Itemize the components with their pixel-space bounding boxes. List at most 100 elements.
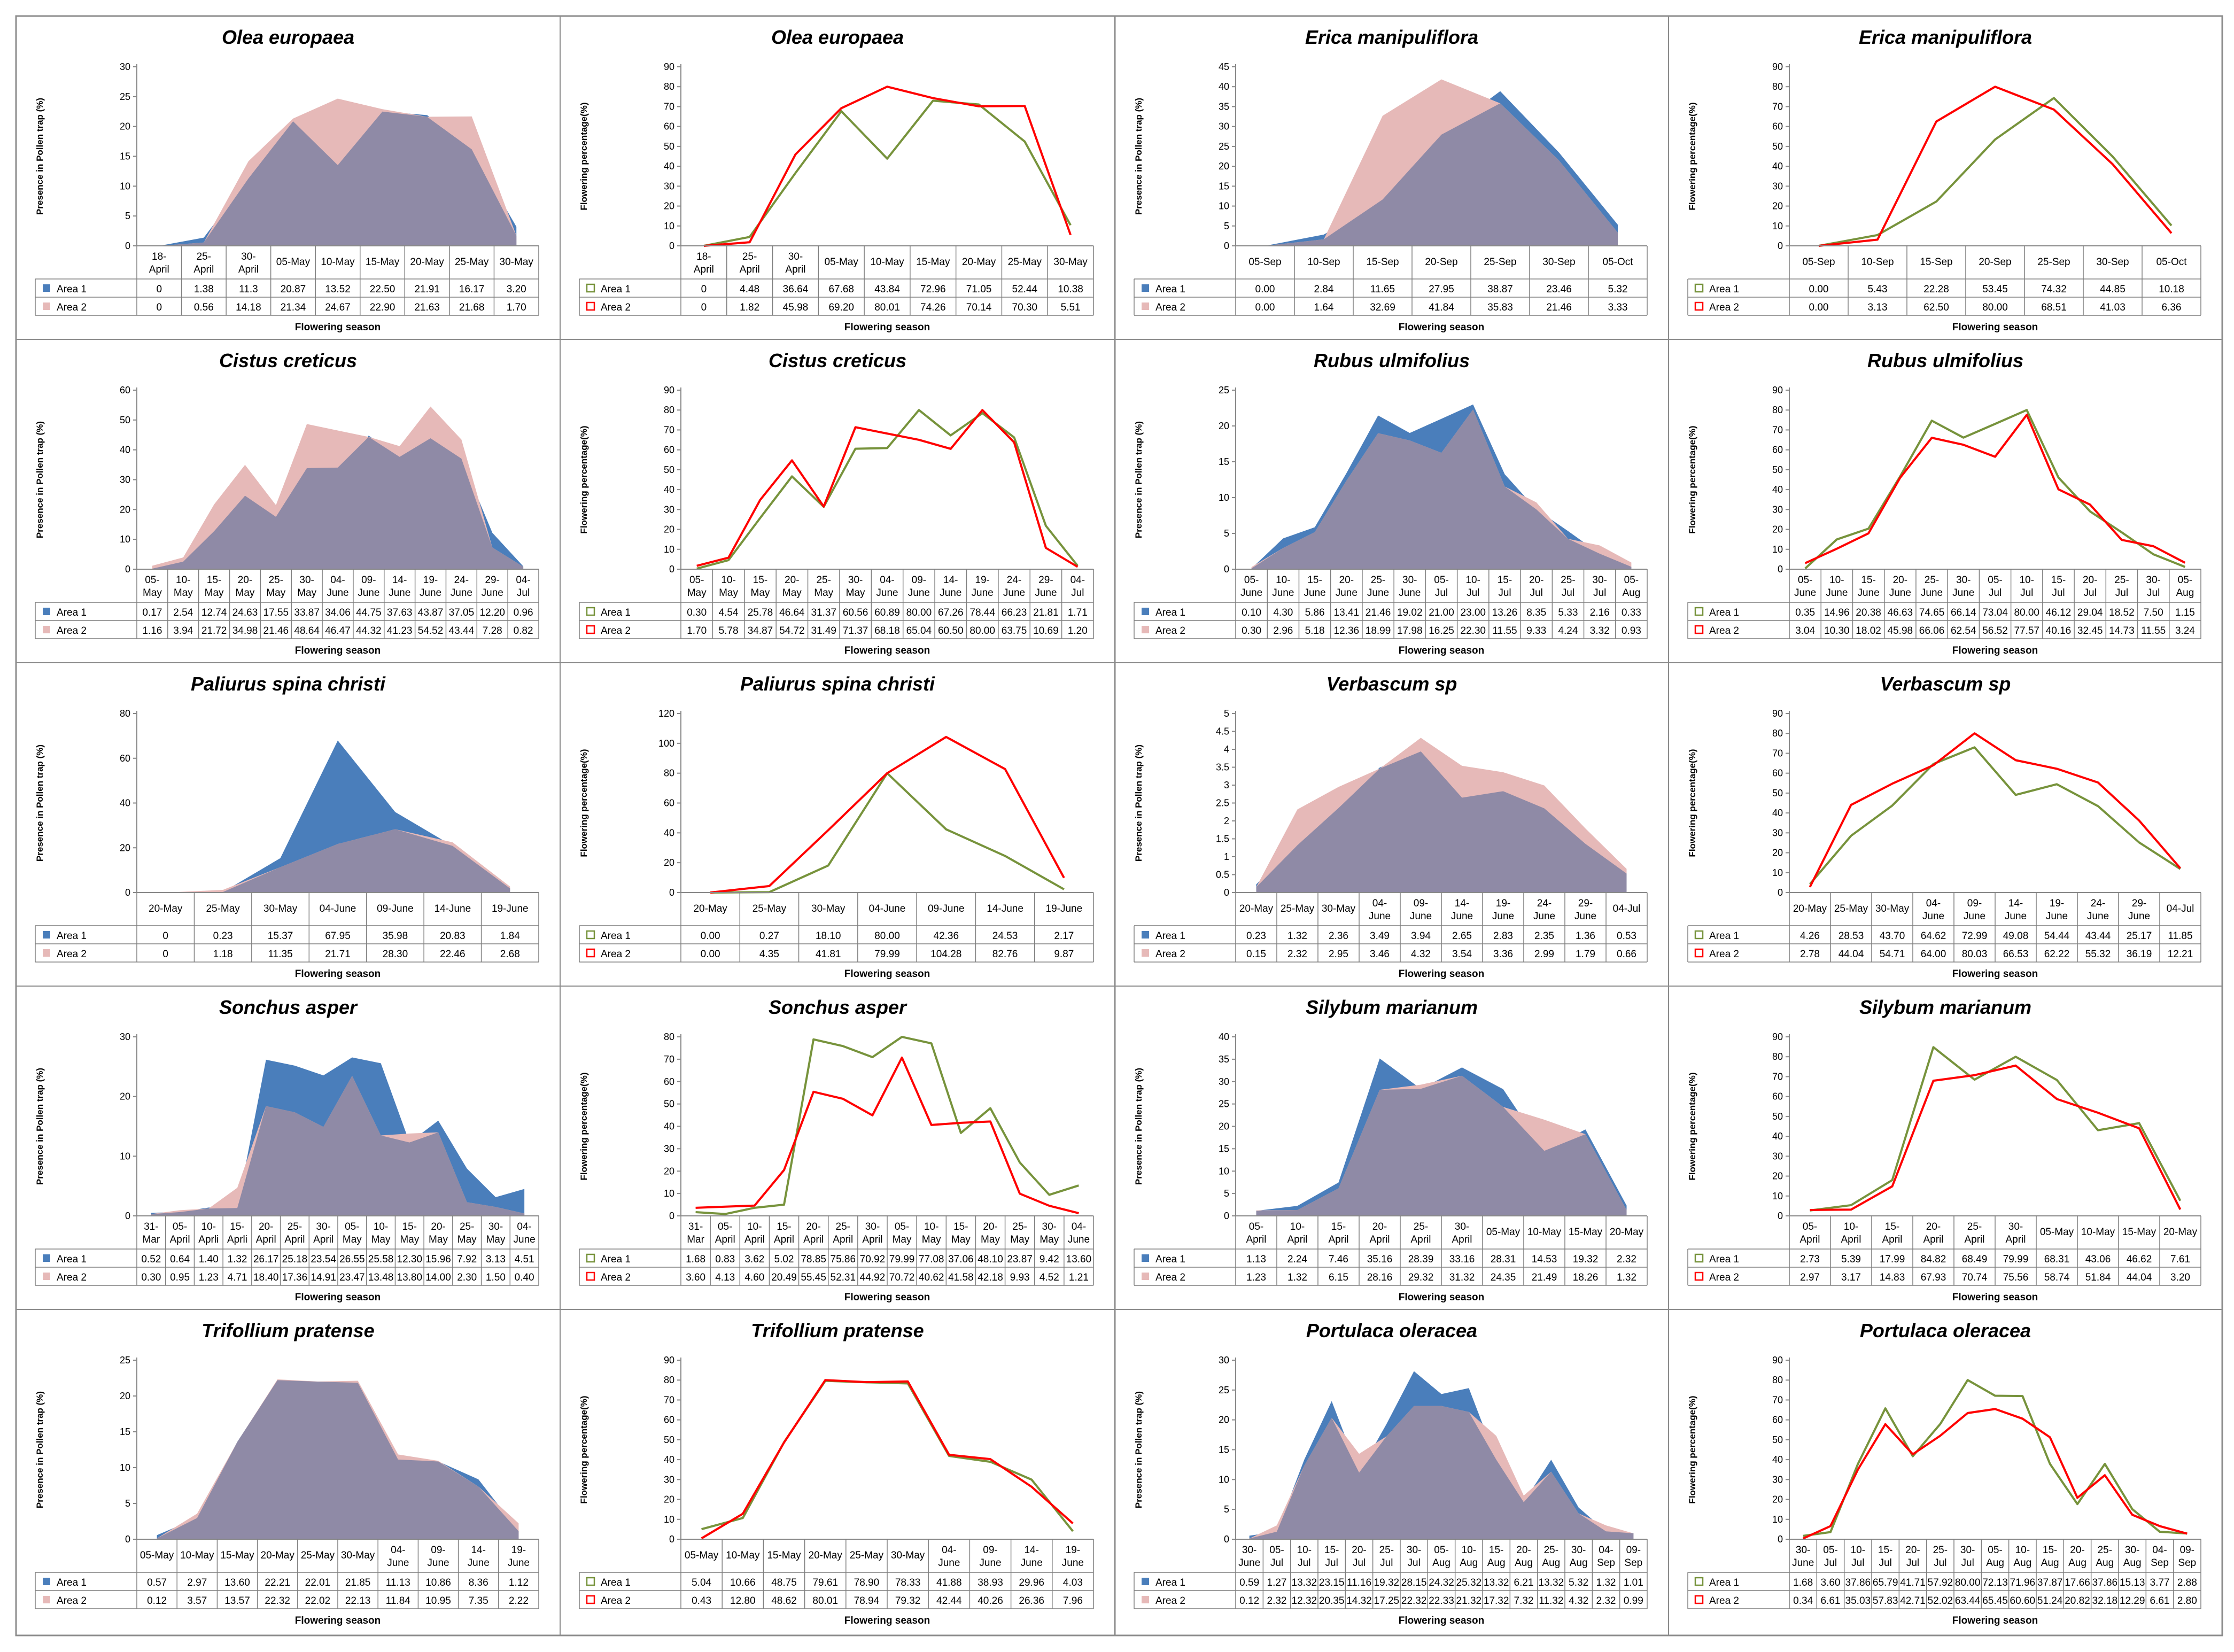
data-value: 25.58: [368, 1254, 394, 1265]
y-tick-label: 60: [664, 1415, 674, 1425]
legend-swatch: [586, 283, 595, 293]
data-value: 53.45: [1982, 284, 2008, 295]
chart-title: Erica manipuliflora: [1859, 26, 2032, 48]
data-value: 32.69: [1370, 302, 1395, 313]
x-tick-label: 25-May: [753, 903, 787, 914]
data-value: 17.66: [2065, 1577, 2090, 1588]
x-tick-label: May: [846, 587, 865, 599]
y-tick-label: 50: [664, 141, 674, 152]
x-tick-label: April: [694, 264, 714, 275]
data-value: 38.87: [1487, 284, 1513, 295]
data-value: 14.00: [425, 1272, 451, 1283]
y-tick-label: 20: [1219, 1415, 1229, 1425]
data-value: 3.94: [173, 625, 193, 637]
x-axis-label: Flowering season: [295, 645, 381, 656]
x-tick-label: Aug: [2068, 1557, 2086, 1569]
y-axis-label: Flowering percentage(%): [1687, 102, 1697, 210]
legend-swatch: [1694, 301, 1704, 311]
y-tick-label: 20: [120, 1091, 130, 1102]
data-value: 46.64: [779, 607, 805, 618]
data-value: 0.53: [1617, 930, 1636, 942]
data-value: 25.78: [748, 607, 773, 618]
x-tick-label: 05-: [1803, 1221, 1817, 1232]
x-axis-label: Flowering season: [1952, 322, 2038, 333]
data-value: 1.32: [228, 1254, 247, 1265]
data-value: 2.35: [1534, 930, 1554, 942]
chart-title: Trifollium pratense: [201, 1320, 374, 1341]
data-value: 46.47: [325, 625, 351, 637]
series-label: Area 2: [57, 1595, 87, 1607]
data-value: 0.34: [1793, 1595, 1813, 1607]
data-value: 74.32: [2041, 284, 2067, 295]
y-tick-label: 30: [1772, 181, 1783, 191]
y-tick-label: 20: [120, 504, 130, 515]
data-value: 0.33: [1622, 607, 1641, 618]
data-value: 28.53: [1839, 930, 1864, 942]
x-tick-label: 10-Sep: [1307, 257, 1340, 268]
x-tick-label: June: [2087, 911, 2109, 922]
x-tick-label: 15-: [1489, 1545, 1503, 1556]
data-value: 0.23: [1246, 930, 1266, 942]
data-value: 21.32: [1456, 1595, 1482, 1607]
x-tick-label: 04-June: [320, 903, 356, 914]
x-tick-label: June: [1367, 587, 1389, 599]
y-axis-label: Presence in Pollen trap (%): [35, 744, 45, 862]
line-series-2: [703, 86, 1072, 247]
data-value: 2.24: [1287, 1254, 1307, 1265]
data-value: 42.71: [1900, 1595, 1926, 1607]
data-value: 78.94: [854, 1595, 880, 1607]
data-value: 82.76: [992, 949, 1018, 960]
x-tick-label: 10-May: [180, 1550, 214, 1561]
x-tick-label: 10-: [201, 1221, 216, 1232]
data-value: 20.82: [2065, 1595, 2090, 1607]
x-tick-label: April: [313, 1234, 333, 1245]
x-tick-label: June: [468, 1557, 490, 1569]
x-tick-label: 15-: [1324, 1545, 1339, 1556]
data-value: 70.14: [966, 302, 992, 313]
legend-swatch: [1694, 1595, 1704, 1604]
x-tick-label: 14-: [2008, 898, 2023, 909]
data-value: 37.86: [1845, 1577, 1871, 1588]
data-value: 34.98: [232, 625, 258, 637]
data-value: 71.37: [843, 625, 868, 637]
x-tick-label: 25-: [1012, 1221, 1027, 1232]
x-tick-label: 15-May: [220, 1550, 254, 1561]
data-value: 80.00: [1955, 1577, 1981, 1588]
data-value: 4.54: [719, 607, 739, 618]
x-tick-label: June: [972, 587, 994, 599]
data-value: 0.83: [715, 1254, 735, 1265]
series-label: Area 1: [1709, 284, 1739, 295]
data-value: 7.61: [2170, 1254, 2190, 1265]
x-tick-label: 05-: [345, 1221, 359, 1232]
data-value: 54.72: [779, 625, 805, 637]
data-value: 1.84: [500, 930, 520, 942]
x-tick-label: Jul: [1435, 587, 1448, 599]
data-value: 12.80: [730, 1595, 756, 1607]
x-tick-label: Jul: [1989, 587, 2002, 599]
x-tick-label: 05-: [1249, 1221, 1263, 1232]
data-value: 7.35: [469, 1595, 488, 1607]
data-value: 28.31: [1491, 1254, 1516, 1265]
data-value: 2.17: [1054, 930, 1074, 942]
data-value: 16.25: [1429, 625, 1454, 637]
x-tick-label: 05-May: [1486, 1227, 1521, 1238]
data-value: 0.30: [1242, 625, 1261, 637]
data-value: 3.54: [1452, 949, 1472, 960]
y-tick-label: 0.5: [1216, 870, 1229, 880]
data-value: 25.18: [282, 1254, 308, 1265]
x-tick-label: 20-: [2083, 575, 2097, 586]
data-value: 1.38: [194, 284, 214, 295]
y-tick-label: 80: [1772, 1375, 1783, 1385]
y-tick-label: 80: [1772, 1051, 1783, 1062]
x-tick-label: May: [751, 587, 770, 599]
data-value: 0.57: [147, 1577, 167, 1588]
y-tick-label: 60: [120, 385, 130, 395]
series-label: Area 2: [1155, 1272, 1185, 1283]
data-value: 0.00: [701, 930, 720, 942]
data-value: 4.32: [1411, 949, 1431, 960]
data-value: 49.08: [2003, 930, 2029, 942]
y-tick-label: 0: [125, 241, 130, 251]
x-tick-label: 30-: [2146, 575, 2160, 586]
legend-swatch: [1694, 607, 1704, 616]
series-label: Area 2: [601, 949, 631, 960]
